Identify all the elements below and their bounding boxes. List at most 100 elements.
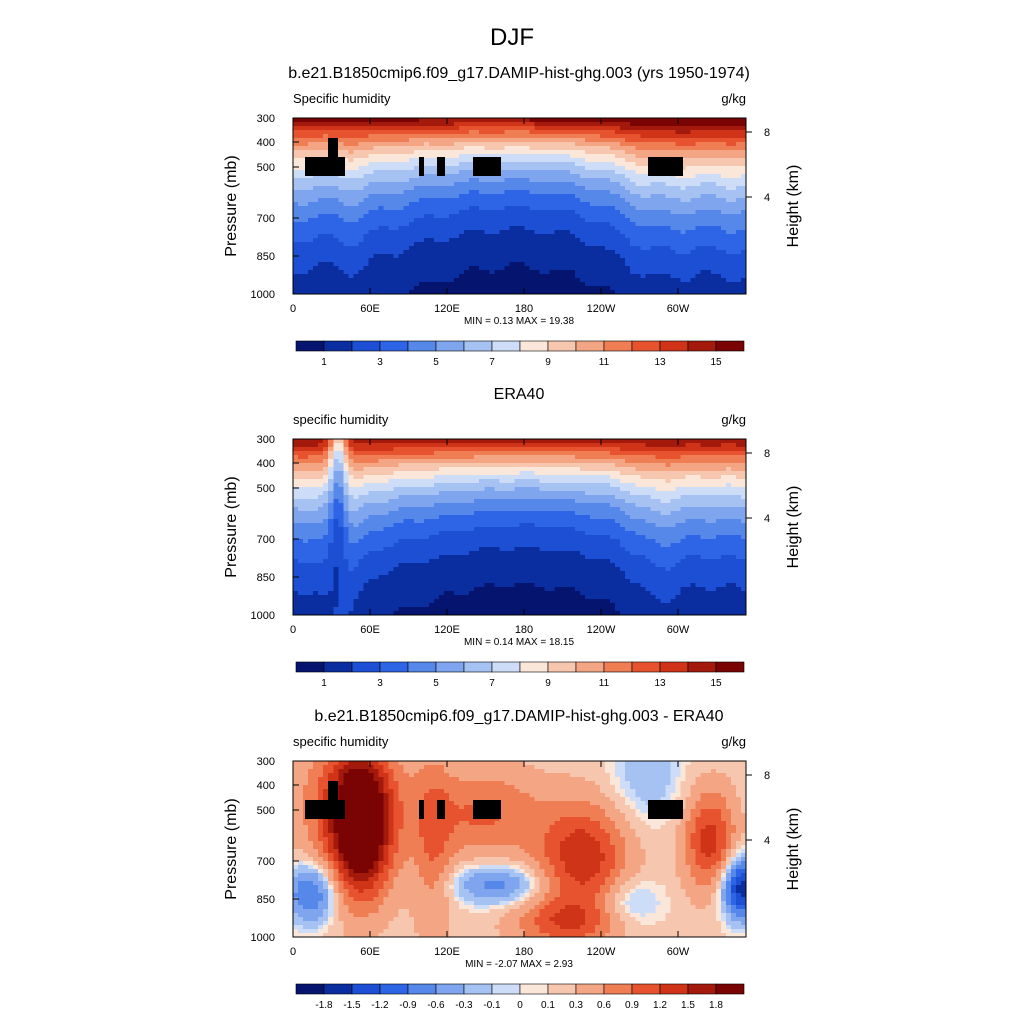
contour-cell (569, 242, 576, 247)
contour-cell (640, 122, 646, 127)
contour-cell (655, 258, 662, 263)
contour-cell (740, 198, 747, 203)
contour-cell (348, 210, 354, 215)
contour-cell (615, 282, 621, 287)
contour-cell (559, 234, 566, 239)
contour-cell (368, 150, 375, 155)
contour-cell (610, 186, 616, 191)
contour-cell (564, 158, 571, 163)
contour-cell (293, 559, 299, 564)
contour-cell (363, 134, 370, 139)
contour-cell (569, 170, 576, 175)
contour-cell (635, 202, 641, 207)
contour-cell (383, 138, 390, 143)
contour-cell (313, 290, 319, 295)
contour-cell (569, 234, 576, 239)
panel-title: ERA40 (494, 386, 545, 403)
contour-cell (735, 170, 742, 175)
contour-cell (559, 274, 566, 279)
contour-cell (690, 190, 697, 195)
contour-cell (328, 527, 334, 532)
contour-cell (378, 226, 385, 231)
contour-cell (740, 222, 747, 227)
contour-cell (559, 278, 566, 283)
contour-cell (388, 527, 395, 532)
contour-cell (615, 254, 621, 259)
contour-cell (605, 238, 611, 243)
contour-cell (333, 511, 339, 516)
contour-cell (398, 571, 405, 576)
contour-cell (298, 158, 304, 163)
contour-cell (413, 218, 420, 223)
contour-cell (333, 290, 339, 295)
contour-cell (529, 282, 536, 287)
contour-cell (665, 182, 672, 187)
contour-cell (393, 206, 400, 211)
contour-cell (318, 126, 324, 131)
contour-cell (630, 286, 636, 291)
contour-cell (625, 206, 631, 211)
variable-label: specific humidity (293, 412, 389, 427)
contour-cell (539, 166, 546, 171)
contour-cell (730, 170, 737, 175)
contour-cell (368, 463, 375, 468)
contour-cell (368, 170, 375, 175)
contour-cell (368, 495, 375, 500)
contour-cell (554, 198, 561, 203)
contour-cell (328, 439, 334, 444)
contour-cell (600, 218, 606, 223)
contour-cell (378, 258, 385, 263)
contour-cell (464, 234, 470, 239)
plot-frame (292, 117, 747, 295)
contour-cell (303, 174, 309, 179)
contour-cell (499, 230, 505, 235)
contour-cell (308, 286, 314, 291)
contour-cell (388, 599, 395, 604)
colorbar-label: 5 (433, 357, 439, 368)
contour-cell (740, 182, 747, 187)
contour-cell (650, 126, 656, 131)
contour-cell (499, 146, 505, 151)
contour-cell (660, 118, 667, 123)
contour-cell (358, 551, 365, 556)
contour-cell (418, 274, 425, 279)
contour-cell (454, 286, 460, 291)
contour-cell (534, 286, 541, 291)
contour-cell (363, 575, 370, 580)
contour-cell (579, 222, 586, 227)
contour-cell (519, 146, 526, 151)
contour-cell (539, 150, 546, 155)
contour-cell (459, 226, 465, 231)
contour-cell (428, 138, 435, 143)
contour-cell (444, 270, 450, 275)
contour-cell (474, 214, 480, 219)
contour-cell (690, 226, 697, 231)
contour-cell (298, 142, 304, 147)
topography-block (648, 157, 683, 176)
contour-cell (605, 214, 611, 219)
contour-cell (363, 519, 370, 524)
contour-cell (600, 290, 606, 295)
contour-cell (408, 122, 415, 127)
contour-cell (363, 202, 370, 207)
contour-cell (720, 178, 727, 183)
contour-cell (368, 278, 375, 283)
contour-cell (298, 455, 304, 460)
contour-cell (358, 134, 365, 139)
contour-cell (454, 258, 460, 263)
contour-cell (338, 451, 344, 456)
contour-field (293, 118, 747, 295)
contour-cell (675, 258, 682, 263)
contour-cell (494, 210, 500, 215)
contour-cell (328, 535, 334, 540)
contour-cell (308, 266, 314, 271)
contour-cell (343, 443, 349, 448)
contour-cell (383, 579, 390, 584)
contour-cell (413, 134, 420, 139)
contour-cell (620, 230, 626, 235)
contour-field (293, 439, 747, 616)
contour-cell (494, 198, 500, 203)
contour-cell (353, 579, 360, 584)
contour-cell (378, 134, 385, 139)
contour-cell (589, 146, 596, 151)
